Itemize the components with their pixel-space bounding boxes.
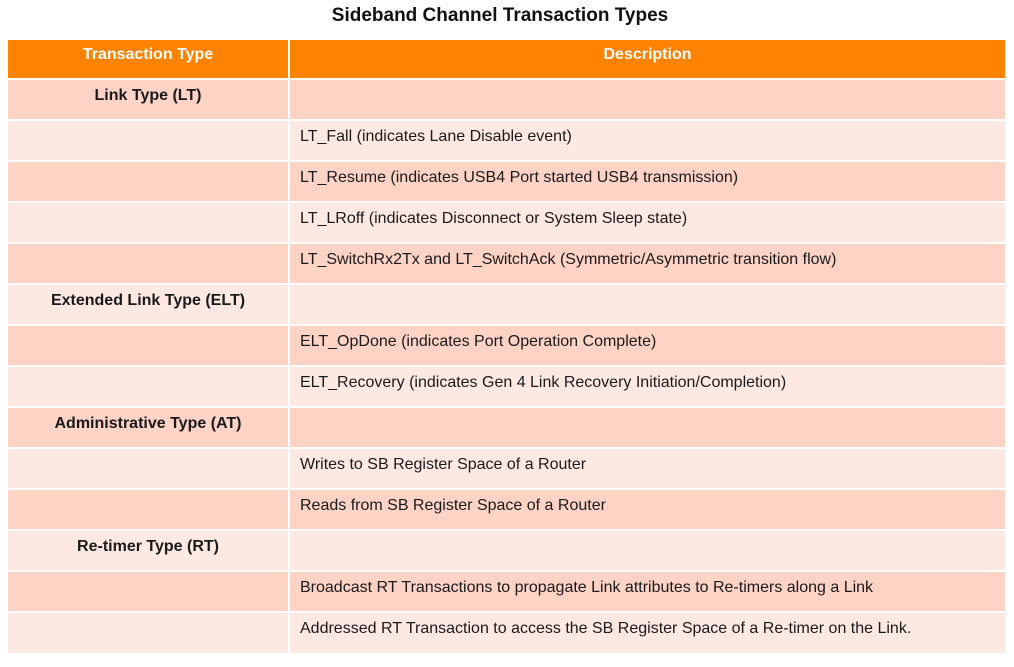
row-description-cell: ELT_Recovery (indicates Gen 4 Link Recov… [289,365,1005,407]
table-row: Writes to SB Register Space of a Router [8,447,1005,489]
table-row: ELT_Recovery (indicates Gen 4 Link Recov… [8,365,1005,407]
table-header-row: Transaction Type Description [8,40,1005,79]
row-type-cell: Extended Link Type (ELT) [8,283,290,325]
row-type-cell [8,447,290,489]
table-row: LT_SwitchRx2Tx and LT_SwitchAck (Symmetr… [8,242,1005,284]
table-row: LT_Resume (indicates USB4 Port started U… [8,160,1005,202]
table-row: Link Type (LT) [8,78,1005,120]
row-type-cell: Re-timer Type (RT) [8,529,290,571]
row-description-cell: Reads from SB Register Space of a Router [289,488,1005,530]
table-row: Reads from SB Register Space of a Router [8,488,1005,530]
table-row: Administrative Type (AT) [8,406,1005,448]
row-type-cell [8,570,290,612]
header-transaction-type: Transaction Type [8,40,290,79]
row-description-cell: Writes to SB Register Space of a Router [289,447,1005,489]
row-description-cell: Addressed RT Transaction to access the S… [289,611,1005,653]
row-type-cell [8,365,290,407]
table-row: LT_LRoff (indicates Disconnect or System… [8,201,1005,243]
row-type-cell [8,324,290,366]
row-description-cell [289,406,1005,448]
row-description-cell [289,529,1005,571]
row-description-cell: LT_LRoff (indicates Disconnect or System… [289,201,1005,243]
row-description-cell: LT_Resume (indicates USB4 Port started U… [289,160,1005,202]
row-type-cell [8,119,290,161]
row-type-cell: Link Type (LT) [8,78,290,120]
row-type-cell [8,160,290,202]
row-description-cell: Broadcast RT Transactions to propagate L… [289,570,1005,612]
table-row: LT_Fall (indicates Lane Disable event) [8,119,1005,161]
row-type-cell [8,201,290,243]
row-description-cell [289,283,1005,325]
row-type-cell [8,242,290,284]
row-type-cell [8,488,290,530]
table-row: Addressed RT Transaction to access the S… [8,611,1005,653]
row-type-cell: Administrative Type (AT) [8,406,290,448]
row-description-cell: ELT_OpDone (indicates Port Operation Com… [289,324,1005,366]
table-row: ELT_OpDone (indicates Port Operation Com… [8,324,1005,366]
row-description-cell: LT_SwitchRx2Tx and LT_SwitchAck (Symmetr… [289,242,1005,284]
transaction-types-table: Transaction Type Description Link Type (… [8,40,1005,653]
page-title: Sideband Channel Transaction Types [331,5,669,26]
table-row: Extended Link Type (ELT) [8,283,1005,325]
table-row: Broadcast RT Transactions to propagate L… [8,570,1005,612]
row-description-cell: LT_Fall (indicates Lane Disable event) [289,119,1005,161]
table-row: Re-timer Type (RT) [8,529,1005,571]
row-type-cell [8,611,290,653]
row-description-cell [289,78,1005,120]
header-description: Description [289,40,1005,79]
